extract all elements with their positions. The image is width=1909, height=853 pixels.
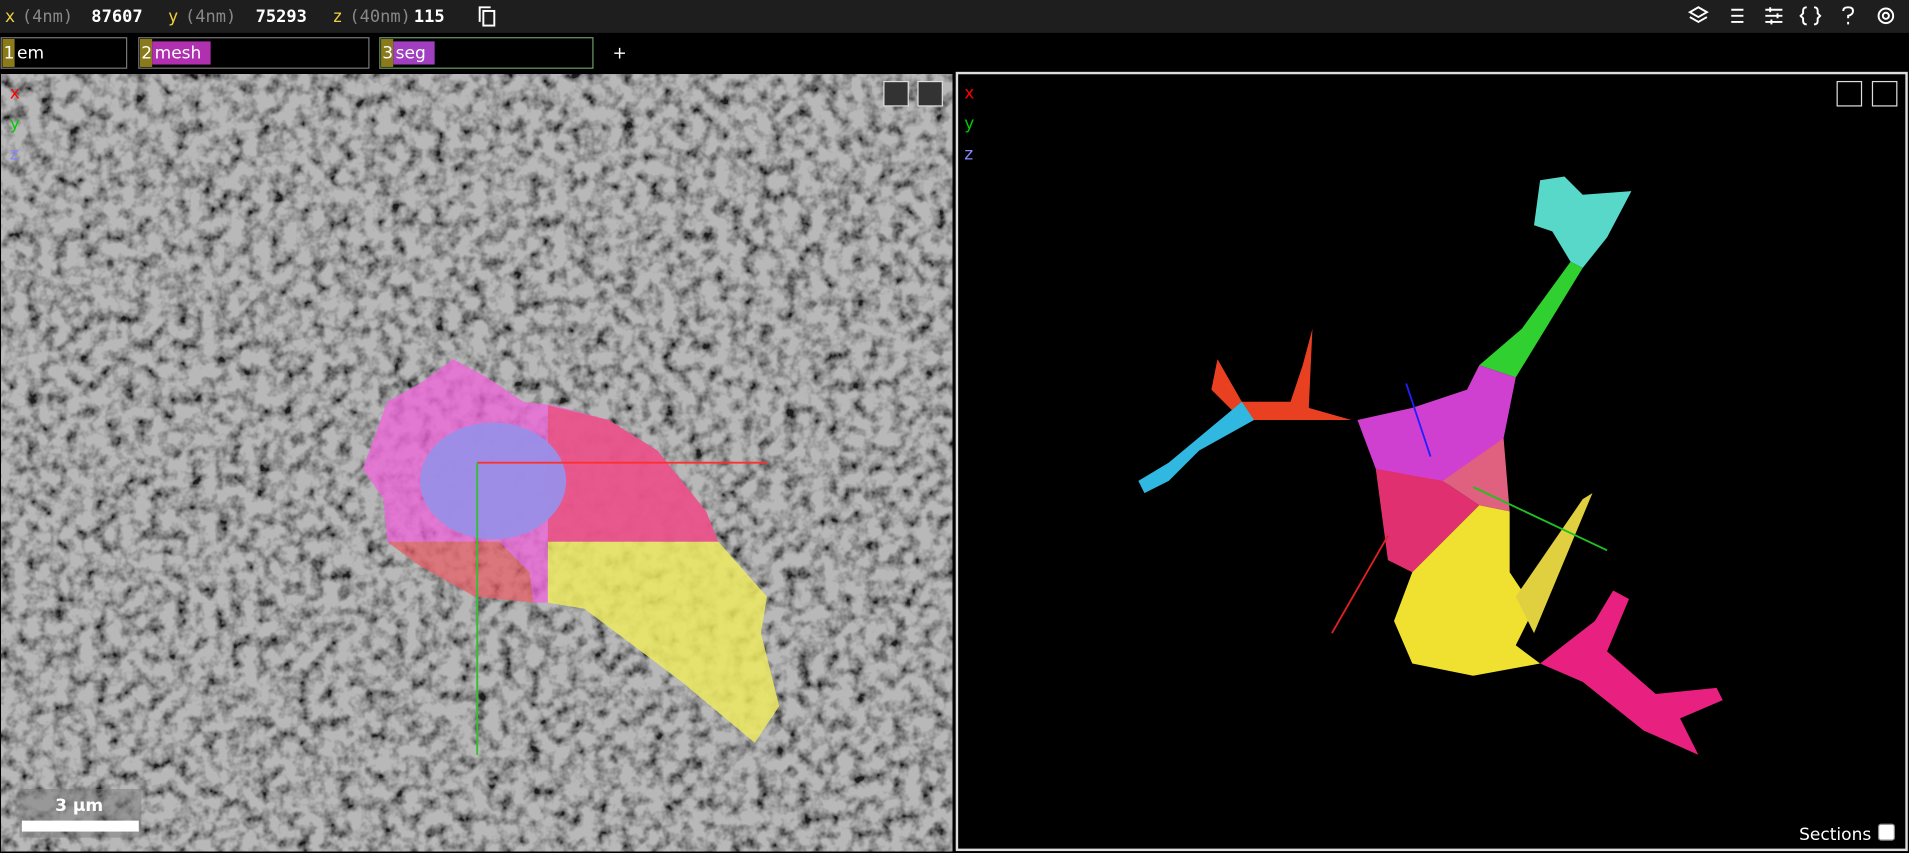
scale-bar-label: 3 µm (55, 796, 103, 816)
copy-button[interactable] (478, 6, 496, 27)
layer-name: seg (396, 44, 426, 64)
layer-index: 2 (141, 44, 152, 64)
panel-button[interactable] (1871, 80, 1898, 107)
sections-checkbox[interactable] (1877, 823, 1895, 841)
axis-label: z (10, 145, 19, 165)
coordinate[interactable]: 75293 (256, 7, 307, 27)
panel-button[interactable] (1836, 80, 1863, 107)
axis-label: x (964, 84, 974, 104)
panel-button[interactable] (883, 80, 909, 107)
sections-label: Sections (1799, 825, 1871, 845)
coordinate[interactable]: 115 (414, 7, 445, 27)
add-layer-button[interactable]: + (613, 44, 627, 64)
axis-label: y (964, 114, 974, 134)
layer-name: mesh (155, 44, 202, 64)
position-bar (0, 0, 1909, 33)
axis-label: z (332, 7, 342, 27)
axis-y-3d (1472, 486, 1608, 552)
axis-z-3d (1405, 383, 1432, 457)
settings-icon-center (1881, 11, 1890, 20)
settings-icon[interactable] (1877, 7, 1895, 25)
scale-bar (21, 820, 139, 832)
settings-sliders-icon[interactable] (1765, 7, 1783, 25)
unit: (40nm) (349, 7, 411, 27)
axis-x-3d (1331, 535, 1389, 634)
axis-label: y (10, 114, 20, 134)
layer-index: 3 (382, 44, 393, 64)
mesh (1138, 176, 1723, 755)
axis-label: x (10, 84, 20, 104)
toolbar-icons (1687, 6, 1895, 26)
layer-tab[interactable]: 1 em (0, 37, 128, 69)
axis-label: z (964, 145, 973, 165)
layer-tab[interactable]: 2 mesh (138, 37, 370, 69)
coordinate[interactable]: 87607 (91, 7, 142, 27)
unit: (4nm) (22, 7, 73, 27)
layer-tab[interactable]: 3 seg (379, 37, 594, 69)
layer-index: 1 (4, 44, 15, 64)
axis-label: y (168, 7, 178, 27)
json-icon[interactable] (1799, 6, 1822, 26)
help-icon[interactable] (1842, 6, 1854, 25)
list-icon[interactable] (1731, 8, 1744, 23)
axis-label: x (5, 7, 15, 27)
layer-name: em (17, 44, 44, 64)
layers-icon[interactable] (1687, 6, 1709, 24)
unit: (4nm) (185, 7, 236, 27)
panel-button[interactable] (917, 80, 943, 107)
segmentation-overlay (362, 359, 780, 743)
